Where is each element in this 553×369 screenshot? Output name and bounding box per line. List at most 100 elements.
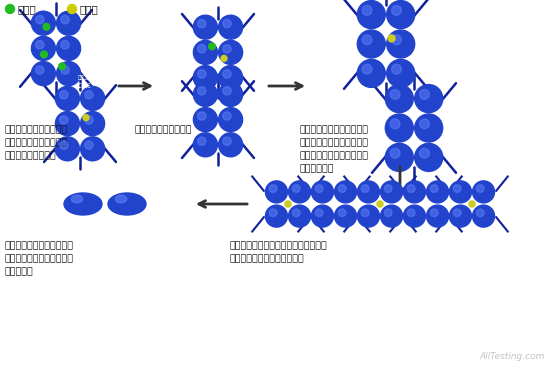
Circle shape [32, 62, 55, 86]
Circle shape [218, 108, 243, 132]
Circle shape [81, 111, 105, 135]
Circle shape [420, 119, 429, 129]
Circle shape [357, 30, 385, 58]
Circle shape [380, 181, 403, 203]
Circle shape [221, 55, 227, 61]
Circle shape [223, 70, 231, 78]
Text: 门冬胰岛素: 门冬胰岛素 [77, 83, 91, 89]
Circle shape [85, 141, 93, 149]
Circle shape [85, 91, 93, 99]
Circle shape [194, 66, 217, 90]
Circle shape [430, 209, 438, 217]
Circle shape [420, 90, 429, 99]
Circle shape [426, 205, 448, 227]
Circle shape [265, 205, 288, 227]
Circle shape [55, 86, 80, 110]
Circle shape [357, 1, 385, 29]
Circle shape [285, 201, 291, 207]
Circle shape [293, 185, 300, 193]
Circle shape [223, 112, 231, 120]
Circle shape [385, 114, 413, 142]
Circle shape [32, 37, 55, 61]
Circle shape [43, 24, 50, 30]
Circle shape [59, 63, 65, 70]
Circle shape [218, 15, 243, 39]
Circle shape [392, 6, 401, 15]
Circle shape [384, 209, 392, 217]
Circle shape [392, 64, 401, 74]
Circle shape [404, 205, 425, 227]
Circle shape [311, 181, 333, 203]
Circle shape [473, 181, 494, 203]
Circle shape [56, 37, 81, 61]
Circle shape [408, 209, 415, 217]
Circle shape [218, 66, 243, 90]
Circle shape [338, 209, 346, 217]
Circle shape [6, 4, 14, 14]
Circle shape [469, 201, 475, 207]
Ellipse shape [64, 193, 102, 215]
Circle shape [197, 20, 206, 28]
Circle shape [380, 205, 403, 227]
Circle shape [67, 4, 76, 14]
Circle shape [387, 59, 415, 87]
Circle shape [55, 137, 80, 161]
Circle shape [315, 185, 323, 193]
Circle shape [35, 41, 44, 49]
Text: 注射后，苯酚快速弥散: 注射后，苯酚快速弥散 [135, 125, 192, 134]
Circle shape [338, 185, 346, 193]
Circle shape [362, 64, 372, 74]
Circle shape [453, 185, 461, 193]
Circle shape [361, 209, 369, 217]
Circle shape [35, 66, 44, 74]
Circle shape [361, 185, 369, 193]
Circle shape [335, 181, 357, 203]
Circle shape [194, 40, 217, 65]
Circle shape [476, 185, 484, 193]
Circle shape [197, 137, 206, 145]
Circle shape [60, 116, 68, 124]
Ellipse shape [71, 195, 83, 203]
Circle shape [223, 137, 231, 145]
Circle shape [40, 51, 48, 58]
Text: 苯酚；: 苯酚； [17, 4, 36, 14]
Circle shape [32, 11, 55, 35]
Circle shape [311, 205, 333, 227]
Circle shape [450, 181, 472, 203]
Circle shape [197, 45, 206, 53]
Circle shape [415, 144, 443, 171]
Circle shape [218, 82, 243, 106]
Circle shape [197, 87, 206, 95]
Circle shape [430, 185, 438, 193]
Text: 多个双六聚体通过侧链相互结合，形成
多六聚体长链，形成胰岛素库: 多个双六聚体通过侧链相互结合，形成 多六聚体长链，形成胰岛素库 [230, 241, 328, 263]
Circle shape [362, 35, 372, 45]
Circle shape [197, 112, 206, 120]
Circle shape [85, 116, 93, 124]
Circle shape [269, 185, 277, 193]
Circle shape [269, 209, 277, 217]
Circle shape [208, 43, 215, 50]
Circle shape [453, 209, 461, 217]
Circle shape [473, 205, 494, 227]
Circle shape [315, 209, 323, 217]
Circle shape [357, 205, 379, 227]
Circle shape [392, 35, 401, 45]
Circle shape [223, 87, 231, 95]
Ellipse shape [115, 195, 127, 203]
Circle shape [194, 15, 217, 39]
Text: 随着锌离子的缓慢弥散，在
德谷胰岛素的末端释放出单
体发挥作用: 随着锌离子的缓慢弥散，在 德谷胰岛素的末端释放出单 体发挥作用 [5, 241, 74, 276]
Circle shape [387, 30, 415, 58]
Circle shape [223, 20, 231, 28]
Circle shape [194, 82, 217, 106]
Circle shape [420, 148, 429, 158]
Circle shape [390, 90, 400, 99]
Circle shape [194, 133, 217, 157]
Circle shape [289, 205, 311, 227]
Text: 随着苯酚的弥散，德谷胰岛
的构象开始改变，双六聚体
末端开放，可以与另外一个
双六聚体结合: 随着苯酚的弥散，德谷胰岛 的构象开始改变，双六聚体 末端开放，可以与另外一个 双… [300, 125, 369, 173]
Circle shape [61, 66, 69, 74]
Circle shape [289, 181, 311, 203]
Circle shape [385, 85, 413, 113]
Circle shape [218, 40, 243, 65]
Circle shape [384, 185, 392, 193]
Circle shape [426, 181, 448, 203]
